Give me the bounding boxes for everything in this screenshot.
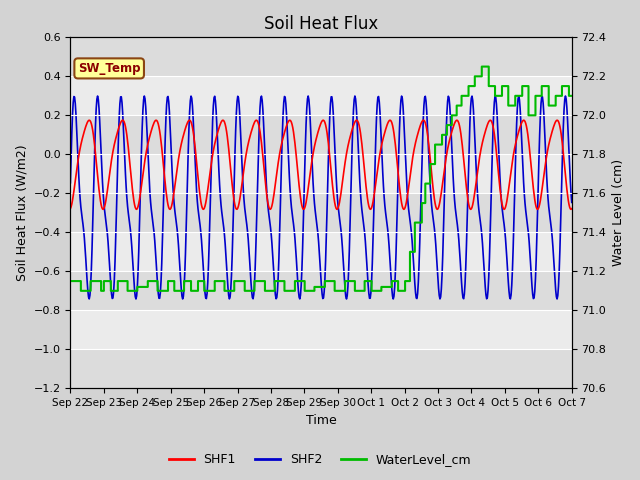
Bar [70, 115, 572, 155]
Bar [70, 155, 572, 193]
Bar [70, 37, 572, 76]
Y-axis label: Water Level (cm): Water Level (cm) [612, 159, 625, 266]
Bar [70, 232, 572, 271]
Bar [70, 349, 572, 388]
Bar [70, 311, 572, 349]
Legend: SHF1, SHF2, WaterLevel_cm: SHF1, SHF2, WaterLevel_cm [164, 448, 476, 471]
X-axis label: Time: Time [306, 414, 337, 427]
Bar [70, 193, 572, 232]
Y-axis label: Soil Heat Flux (W/m2): Soil Heat Flux (W/m2) [15, 144, 28, 281]
Bar [70, 76, 572, 115]
Title: Soil Heat Flux: Soil Heat Flux [264, 15, 378, 33]
Text: SW_Temp: SW_Temp [78, 62, 140, 75]
Bar [70, 271, 572, 311]
